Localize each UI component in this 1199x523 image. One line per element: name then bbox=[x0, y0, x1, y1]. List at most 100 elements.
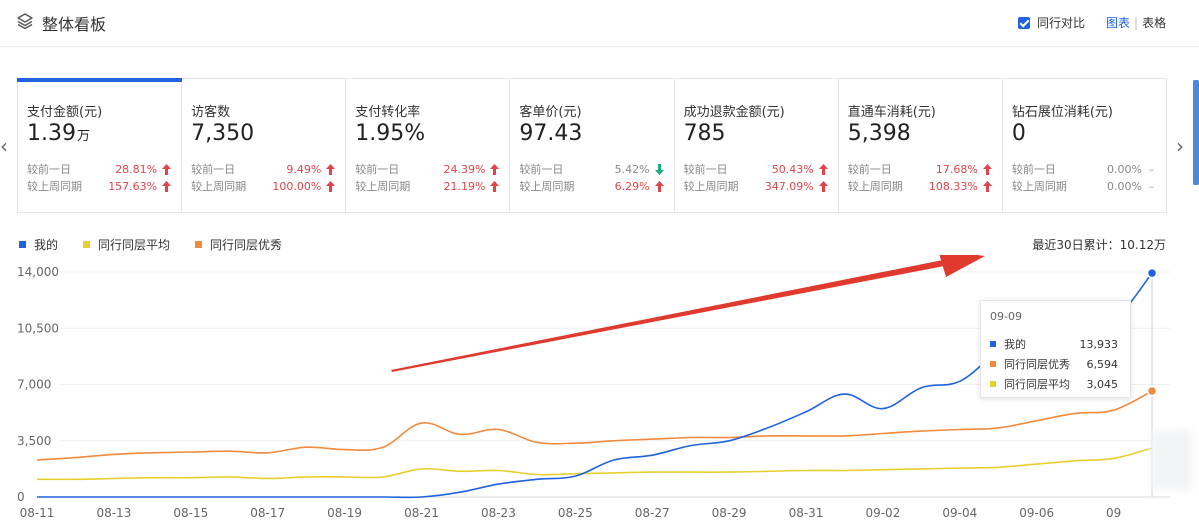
x-tick-label: 08-23 bbox=[481, 506, 516, 520]
compare-label: 较上周同期 bbox=[519, 180, 575, 193]
blurred-region bbox=[1150, 430, 1192, 490]
metric-card-avg-order[interactable]: 客单价(元) 97.43 较前一日 5.42% 较上周同期 6.29% bbox=[510, 79, 675, 212]
x-tick-label: 08-31 bbox=[789, 506, 824, 520]
metric-compare-row: 较上周同期 157.63% bbox=[27, 178, 172, 194]
y-tick-label: 0 bbox=[17, 490, 25, 504]
next-arrow-icon[interactable]: › bbox=[1176, 134, 1184, 158]
compare-value: 157.63% bbox=[108, 179, 158, 193]
arrow-up-icon bbox=[326, 163, 336, 175]
metric-compare-row: 较前一日 5.42% bbox=[519, 161, 664, 177]
metric-value: 785 bbox=[683, 121, 726, 146]
x-tick-label: 09-06 bbox=[1019, 506, 1054, 520]
x-tick-label: 08-11 bbox=[20, 506, 55, 520]
metric-card-visitors[interactable]: 访客数 7,350 较前一日 9.49% 较上周同期 100.00% bbox=[182, 79, 347, 212]
annotation-arrow-head bbox=[939, 255, 985, 277]
x-tick-label: 08-19 bbox=[327, 506, 362, 520]
metric-card-zuanzhan-cost[interactable]: 钻石展位消耗(元) 0 较前一日 0.00% – 较上周同期 0.00% – bbox=[1003, 79, 1166, 212]
arrow-up-icon bbox=[490, 163, 500, 175]
metric-value: 5,398 bbox=[847, 121, 911, 146]
x-tick-label: 09-02 bbox=[865, 506, 900, 520]
compare-value: 50.43% bbox=[771, 162, 814, 176]
point-marker-peer-top bbox=[1146, 385, 1158, 397]
header-divider bbox=[0, 46, 1199, 47]
arrow-up-icon bbox=[982, 180, 992, 192]
metric-card-pay-amount[interactable]: 支付金额(元) 1.39万较前一日 28.81% 较上周同期 157.63% bbox=[16, 78, 183, 212]
compare-label: 较前一日 bbox=[27, 163, 71, 176]
metric-value: 1.95% bbox=[355, 121, 426, 146]
arrow-up-icon bbox=[326, 180, 336, 192]
metric-compare-row: 较上周同期 100.00% bbox=[191, 178, 336, 194]
compare-value: 100.00% bbox=[272, 179, 322, 193]
annotation-arrow-shaft bbox=[391, 257, 960, 372]
metric-compare-row: 较前一日 28.81% bbox=[27, 161, 172, 177]
metric-label: 支付金额(元) bbox=[27, 105, 103, 120]
metric-card-refund[interactable]: 成功退款金额(元) 785 较前一日 50.43% 较上周同期 347.09% bbox=[675, 79, 839, 212]
compare-value: 6.29% bbox=[614, 179, 650, 193]
x-tick-label: 08-29 bbox=[712, 506, 747, 520]
compare-value: 28.81% bbox=[115, 162, 158, 176]
peer-compare-toggle[interactable]: 同行对比 bbox=[1018, 14, 1085, 31]
x-tick-label: 08-15 bbox=[173, 506, 208, 520]
legend-label: 同行同层优秀 bbox=[210, 238, 283, 252]
compare-value: 5.42% bbox=[614, 162, 650, 176]
metric-compare-row: 较上周同期 108.33% bbox=[848, 178, 992, 194]
page-title: 整体看板 bbox=[42, 15, 107, 34]
x-tick-label: 08-25 bbox=[558, 506, 593, 520]
compare-checkbox[interactable] bbox=[1018, 16, 1030, 29]
x-tick-label: 08-27 bbox=[635, 506, 670, 520]
legend-item-mine[interactable]: 我的 bbox=[19, 236, 58, 253]
arrow-up-icon bbox=[490, 180, 500, 192]
series-line-peer-avg bbox=[36, 447, 1153, 481]
arrow-up-icon bbox=[654, 180, 664, 192]
metric-compare-row: 较前一日 50.43% bbox=[684, 161, 828, 177]
tooltip-row-mine: 我的 13,933 bbox=[990, 336, 1118, 352]
scrollbar-thumb[interactable] bbox=[1193, 80, 1199, 185]
legend-item-peer-top[interactable]: 同行同层优秀 bbox=[195, 236, 282, 253]
metric-compare-row: 较上周同期 6.29% bbox=[519, 178, 664, 194]
tooltip-row-peer-top: 同行同层优秀 6,594 bbox=[990, 356, 1118, 372]
metric-unit: 万 bbox=[76, 129, 90, 144]
legend-swatch bbox=[83, 241, 91, 248]
compare-label: 较上周同期 bbox=[1011, 180, 1067, 193]
series-line-mine bbox=[36, 272, 1153, 499]
tooltip-swatch bbox=[990, 381, 996, 387]
metric-compare-row: 较前一日 17.68% bbox=[848, 161, 992, 177]
metric-card-conversion[interactable]: 支付转化率 1.95% 较前一日 24.39% 较上周同期 21.19% bbox=[346, 79, 511, 212]
view-separator: | bbox=[1134, 15, 1139, 30]
metric-compare-row: 较前一日 9.49% bbox=[191, 161, 336, 177]
metric-compare-row: 较上周同期 21.19% bbox=[355, 178, 500, 194]
x-tick-label: 09 bbox=[1106, 506, 1121, 520]
compare-label: 较前一日 bbox=[519, 163, 564, 176]
compare-label: 较上周同期 bbox=[355, 180, 411, 193]
metric-value: 7,350 bbox=[191, 121, 255, 146]
compare-label: 较前一日 bbox=[683, 163, 728, 176]
metric-compare-row: 较前一日 0.00% – bbox=[1012, 161, 1156, 177]
compare-value: 0.00% bbox=[1107, 179, 1142, 193]
flat-icon: – bbox=[1148, 179, 1155, 193]
chart-view-link[interactable]: 图表 bbox=[1106, 16, 1131, 30]
metric-card-ztc-cost[interactable]: 直通车消耗(元) 5,398 较前一日 17.68% 较上周同期 108.33% bbox=[839, 79, 1003, 212]
compare-label: 同行对比 bbox=[1037, 16, 1086, 30]
compare-value: 17.68% bbox=[935, 162, 978, 176]
tooltip-date: 09-09 bbox=[990, 310, 1022, 323]
chart-tooltip: 09-09 我的 13,933 同行同层优秀 6,594 同行同层平均 3,04… bbox=[980, 300, 1131, 398]
metric-label: 支付转化率 bbox=[355, 105, 421, 120]
series-line-peer-top bbox=[36, 390, 1153, 461]
prev-arrow-icon[interactable]: ‹ bbox=[0, 134, 8, 158]
compare-label: 较前一日 bbox=[1011, 163, 1056, 176]
compare-label: 较前一日 bbox=[847, 163, 892, 176]
y-tick-label: 14,000 bbox=[17, 265, 59, 279]
tooltip-value: 13,933 bbox=[1079, 337, 1119, 351]
tooltip-value: 3,045 bbox=[1086, 377, 1119, 391]
metric-label: 访客数 bbox=[191, 105, 231, 120]
metric-value: 1.39万 bbox=[27, 121, 90, 146]
metric-value: 0 bbox=[1011, 121, 1026, 146]
flat-icon: – bbox=[1148, 162, 1155, 176]
metric-cards: 支付金额(元) 1.39万 较前一日 28.81% 较上周同期 157.63% 访客数 7,… bbox=[16, 78, 1167, 213]
legend-item-peer-avg[interactable]: 同行同层平均 bbox=[83, 236, 170, 253]
x-tick-label: 09-04 bbox=[942, 506, 977, 520]
compare-label: 较上周同期 bbox=[191, 180, 247, 193]
table-view-link[interactable]: 表格 bbox=[1142, 16, 1167, 30]
compare-value: 9.49% bbox=[286, 162, 322, 176]
metric-compare-row: 较上周同期 0.00% – bbox=[1012, 178, 1156, 194]
